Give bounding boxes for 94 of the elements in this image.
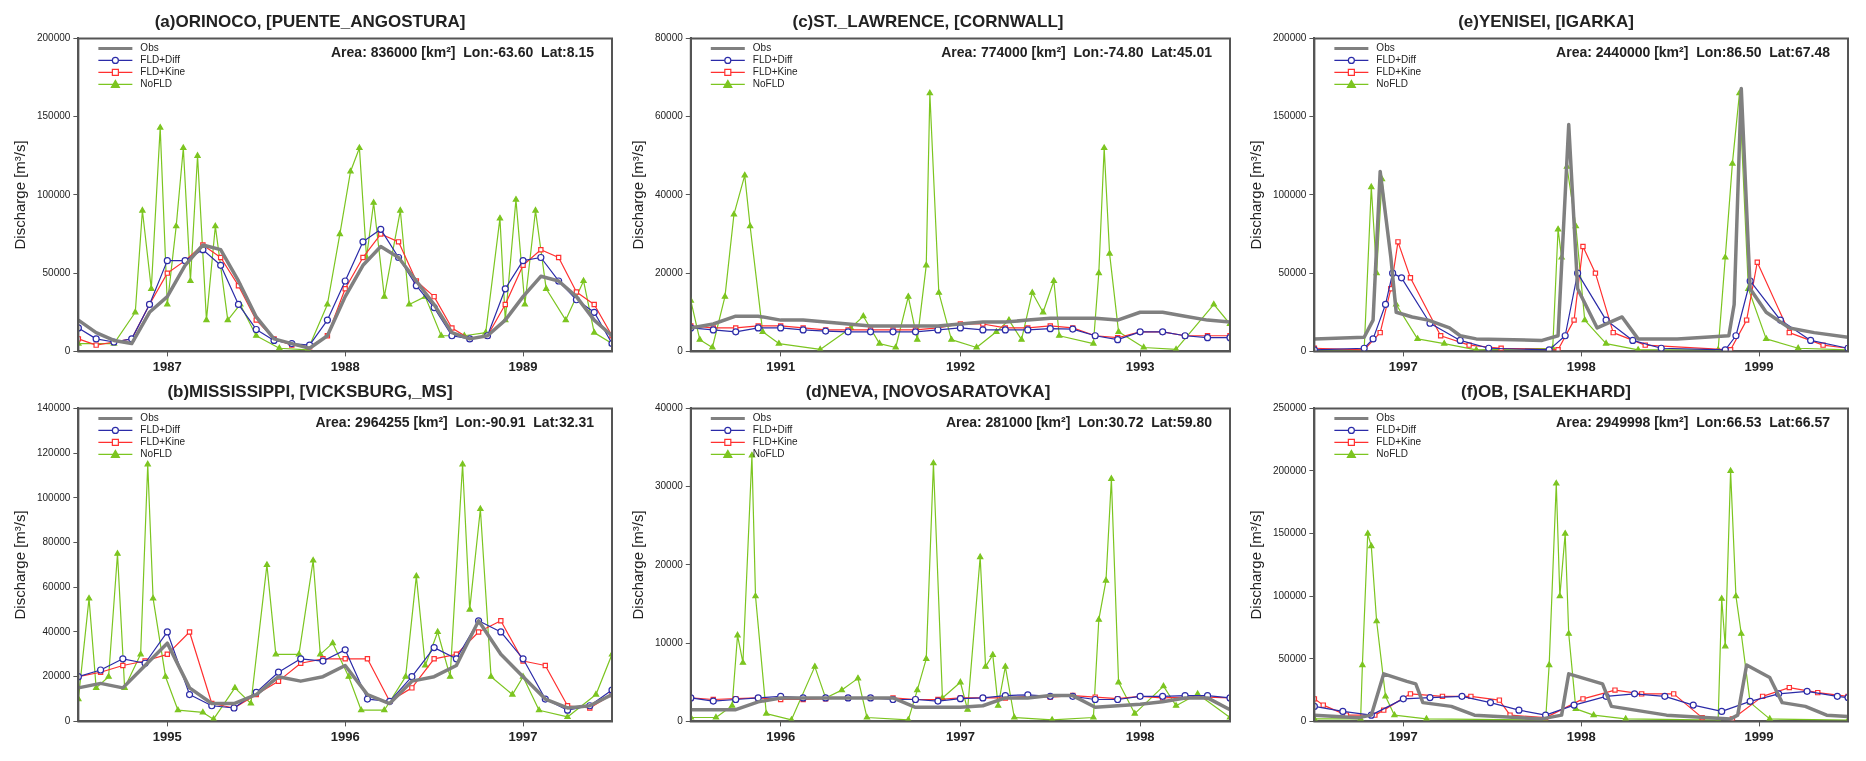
y-tick-label: 30000: [655, 480, 684, 492]
x-tick-label: 1997: [1388, 728, 1418, 744]
y-tick-label: 0: [1300, 345, 1307, 357]
legend-label: Obs: [752, 412, 772, 424]
x-tick-label: 1992: [945, 358, 975, 374]
y-axis-title: Discharge [m³/s]: [1247, 140, 1265, 250]
legend-label: Obs: [1376, 42, 1395, 54]
y-tick-label: 100000: [1272, 188, 1307, 200]
legend-label: FLD+Diff: [140, 424, 181, 436]
y-tick-label: 250000: [1272, 402, 1307, 414]
y-tick-label: 150000: [1272, 110, 1307, 122]
y-tick-label: 0: [1300, 715, 1307, 727]
y-tick-label: 40000: [655, 188, 684, 200]
y-tick-label: 0: [677, 345, 684, 357]
legend-label: FLD+Diff: [752, 424, 793, 436]
y-tick-label: 10000: [655, 636, 684, 648]
y-tick-label: 20000: [42, 670, 71, 682]
annotation: Area: 774000 [km²] Lon:-74.80 Lat:45.01: [941, 44, 1213, 61]
legend-label: FLD+Diff: [140, 54, 181, 66]
y-axis-title: Discharge [m³/s]: [629, 140, 647, 250]
annotation: Area: 836000 [km²] Lon:-63.60 Lat:8.15: [331, 44, 595, 61]
legend-label: FLD+Kine: [140, 436, 186, 448]
legend-label: Obs: [140, 412, 159, 424]
y-tick-label: 0: [677, 715, 684, 727]
y-tick-label: 80000: [655, 32, 684, 44]
y-tick-label: 50000: [42, 266, 71, 278]
x-tick-label: 1998: [1125, 728, 1155, 744]
y-tick-label: 200000: [36, 32, 71, 44]
legend-label: NoFLD: [752, 448, 785, 460]
x-tick-label: 1987: [152, 358, 182, 374]
x-tick-label: 1989: [508, 358, 538, 374]
legend-label: Obs: [1376, 412, 1395, 424]
y-tick-label: 120000: [36, 446, 71, 458]
chart-title: (a)ORINOCO, [PUENTE_ANGOSTURA]: [154, 11, 466, 31]
y-tick-label: 50000: [1278, 266, 1307, 278]
y-tick-label: 20000: [655, 558, 684, 570]
y-tick-label: 20000: [655, 266, 684, 278]
x-tick-label: 1998: [1566, 728, 1596, 744]
annotation: Area: 2440000 [km²] Lon:86.50 Lat:67.48: [1556, 44, 1831, 61]
y-tick-label: 60000: [42, 581, 71, 593]
legend-label: FLD+Diff: [752, 54, 793, 66]
y-tick-label: 0: [64, 715, 71, 727]
legend-label: NoFLD: [752, 78, 785, 90]
annotation: Area: 281000 [km²] Lon:30.72 Lat:59.80: [945, 414, 1213, 431]
y-tick-label: 100000: [1272, 589, 1307, 601]
y-axis-title: Discharge [m³/s]: [629, 510, 647, 620]
legend-label: FLD+Kine: [752, 436, 798, 448]
legend-label: Obs: [752, 42, 772, 54]
legend-label: Obs: [140, 42, 159, 54]
legend-label: FLD+Kine: [140, 66, 186, 78]
y-axis-title: Discharge [m³/s]: [11, 140, 29, 250]
x-tick-label: 1997: [1388, 358, 1418, 374]
x-tick-label: 1995: [152, 728, 182, 744]
chart-title: (d)NEVA, [NOVOSARATOVKA]: [805, 381, 1051, 401]
y-tick-label: 40000: [42, 625, 71, 637]
chart-title: (e)YENISEI, [IGARKA]: [1458, 11, 1634, 31]
legend-label: NoFLD: [140, 78, 173, 90]
x-tick-label: 1997: [945, 728, 975, 744]
y-tick-label: 100000: [36, 188, 71, 200]
y-tick-label: 200000: [1272, 32, 1307, 44]
x-tick-label: 1996: [766, 728, 796, 744]
legend-label: FLD+Kine: [1376, 66, 1422, 78]
y-tick-label: 80000: [42, 536, 71, 548]
x-tick-label: 1999: [1744, 728, 1774, 744]
chart-title: (b)MISSISSIPPI, [VICKSBURG,_MS]: [167, 381, 453, 401]
x-tick-label: 1996: [330, 728, 360, 744]
annotation: Area: 2949998 [km²] Lon:66.53 Lat:66.57: [1556, 414, 1831, 431]
y-tick-label: 150000: [1272, 527, 1307, 539]
y-tick-label: 40000: [655, 402, 684, 414]
x-tick-label: 1993: [1125, 358, 1155, 374]
legend-label: NoFLD: [1376, 448, 1409, 460]
y-tick-label: 100000: [36, 491, 71, 503]
x-tick-label: 1999: [1744, 358, 1774, 374]
x-tick-label: 1988: [330, 358, 360, 374]
chart-title: (f)OB, [SALEKHARD]: [1461, 381, 1631, 401]
y-tick-label: 150000: [36, 110, 71, 122]
y-tick-label: 0: [64, 345, 71, 357]
legend-label: FLD+Diff: [1376, 54, 1417, 66]
y-axis-title: Discharge [m³/s]: [1247, 510, 1265, 620]
legend-label: FLD+Kine: [752, 66, 798, 78]
x-tick-label: 1991: [766, 358, 796, 374]
legend-label: FLD+Diff: [1376, 424, 1417, 436]
y-axis-title: Discharge [m³/s]: [11, 510, 29, 620]
legend-label: FLD+Kine: [1376, 436, 1422, 448]
y-tick-label: 140000: [36, 402, 71, 414]
x-tick-label: 1998: [1566, 358, 1596, 374]
y-tick-label: 50000: [1278, 652, 1307, 664]
y-tick-label: 200000: [1272, 464, 1307, 476]
x-tick-label: 1997: [508, 728, 538, 744]
annotation: Area: 2964255 [km²] Lon:-90.91 Lat:32.31: [315, 414, 595, 431]
legend-label: NoFLD: [1376, 78, 1409, 90]
chart-title: (c)ST._LAWRENCE, [CORNWALL]: [792, 11, 1064, 31]
legend-label: NoFLD: [140, 448, 173, 460]
y-tick-label: 60000: [655, 110, 684, 122]
